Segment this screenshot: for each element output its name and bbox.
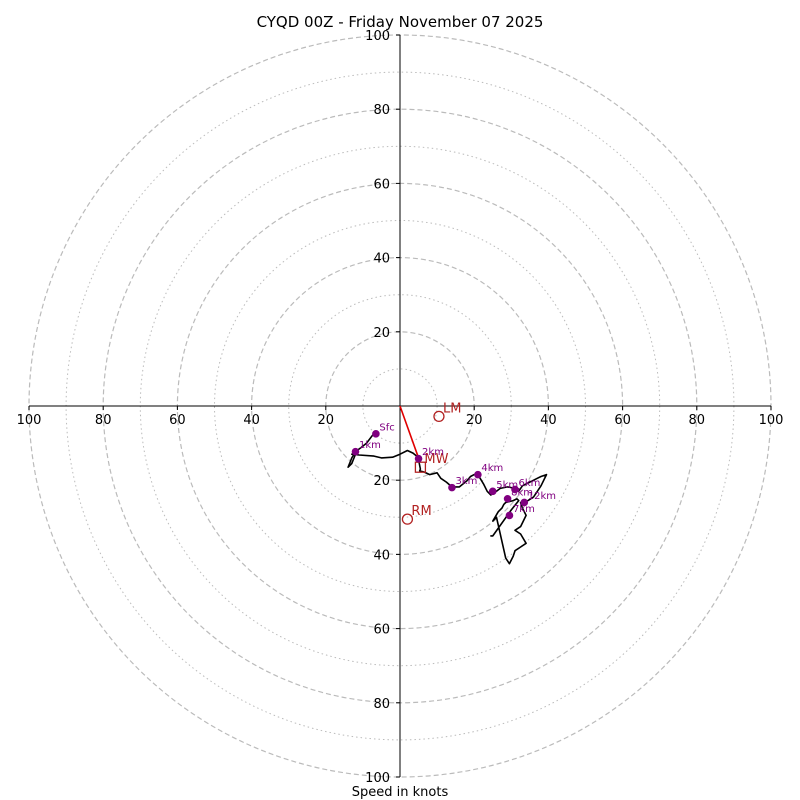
hodograph-trace-line	[347, 431, 548, 565]
x-tick-label: 100	[17, 413, 42, 428]
y-tick-label: 100	[365, 771, 390, 786]
x-tick-label: 40	[540, 413, 557, 428]
mean-wind-vector-line	[399, 405, 420, 459]
y-tick-label: 20	[373, 326, 390, 341]
height-marker-point	[414, 454, 423, 463]
height-marker-point	[351, 447, 360, 456]
axis-ticks: 100 100 80 80 60 60 40 40 20 20 20 20 40 40 60 60 80 80 10…	[17, 29, 784, 786]
height-marker-point	[511, 485, 519, 494]
y-tick-label: 80	[373, 103, 390, 118]
x-tick-label: 100	[759, 413, 784, 428]
x-tick-label: 60	[169, 413, 186, 428]
storm-motion-mw-label: MW	[424, 452, 448, 467]
height-marker-point	[372, 430, 380, 438]
storm-motion-lm-label: LM	[443, 401, 461, 416]
height-marker-point	[520, 498, 529, 507]
height-marker-point	[505, 511, 514, 520]
height-marker-point	[474, 470, 482, 479]
height-marker-label: 5km	[496, 480, 518, 491]
x-tick-label: 80	[95, 413, 112, 428]
storm-motion-group: LM MW RM	[399, 401, 461, 525]
y-tick-label: 60	[373, 623, 390, 638]
storm-motion-rm-marker	[401, 513, 414, 525]
x-tick-label: 80	[689, 413, 706, 428]
x-axis-label: Speed in knots	[352, 785, 449, 800]
x-tick-label: 40	[243, 413, 260, 428]
height-marker-label: 3km	[455, 476, 477, 487]
x-tick-label: 20	[466, 413, 483, 428]
y-tick-label: 60	[373, 177, 390, 192]
height-marker-label: 4km	[481, 463, 503, 474]
storm-motion-mw-marker	[414, 461, 427, 473]
height-marker-label: 8km	[511, 487, 533, 498]
x-tick-label: 20	[318, 413, 335, 428]
height-marker-label: 12km	[528, 491, 556, 502]
y-tick-label: 80	[373, 697, 390, 712]
height-marker-point	[448, 483, 456, 492]
height-marker-label: Sfc	[379, 422, 394, 433]
hodograph-trace-group	[347, 431, 548, 565]
storm-motion-lm-marker	[433, 410, 445, 423]
y-tick-label: 20	[373, 474, 390, 489]
x-tick-label: 60	[614, 413, 631, 428]
y-tick-label: 40	[373, 252, 390, 267]
height-marker-label: 6km	[519, 478, 541, 489]
height-marker-point	[488, 487, 497, 496]
chart-title: CYQD 00Z - Friday November 07 2025	[257, 13, 544, 31]
height-marker-label: 1km	[359, 440, 381, 451]
storm-motion-rm-label: RM	[411, 504, 431, 519]
height-marker-label: 7km	[513, 504, 535, 515]
y-tick-label: 100	[365, 29, 390, 44]
y-tick-label: 40	[373, 548, 390, 563]
height-marker-point	[503, 494, 512, 503]
height-marker-label: 2km	[422, 447, 444, 458]
